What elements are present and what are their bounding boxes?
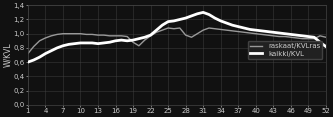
kaikki/KVL [26,61,30,63]
kaikki/KVL [306,36,310,37]
Y-axis label: W/KVL: W/KVL [3,43,12,67]
raskaat/KVLras [131,42,135,43]
kaikki/KVL [131,39,135,41]
kaikki/KVL [166,21,170,22]
raskaat/KVLras [172,28,176,29]
raskaat/KVLras [306,38,310,39]
kaikki/KVL [201,12,205,13]
Legend: raskaat/KVLras, kaikki/KVL: raskaat/KVLras, kaikki/KVL [248,41,322,59]
raskaat/KVLras [324,37,328,38]
kaikki/KVL [213,17,217,19]
raskaat/KVLras [224,29,228,31]
raskaat/KVLras [213,28,217,29]
Line: kaikki/KVL: kaikki/KVL [28,12,326,62]
kaikki/KVL [49,50,53,51]
raskaat/KVLras [26,53,30,54]
raskaat/KVLras [49,35,53,37]
Line: raskaat/KVLras: raskaat/KVLras [28,28,326,54]
kaikki/KVL [324,46,328,47]
raskaat/KVLras [166,27,170,29]
kaikki/KVL [224,22,228,24]
